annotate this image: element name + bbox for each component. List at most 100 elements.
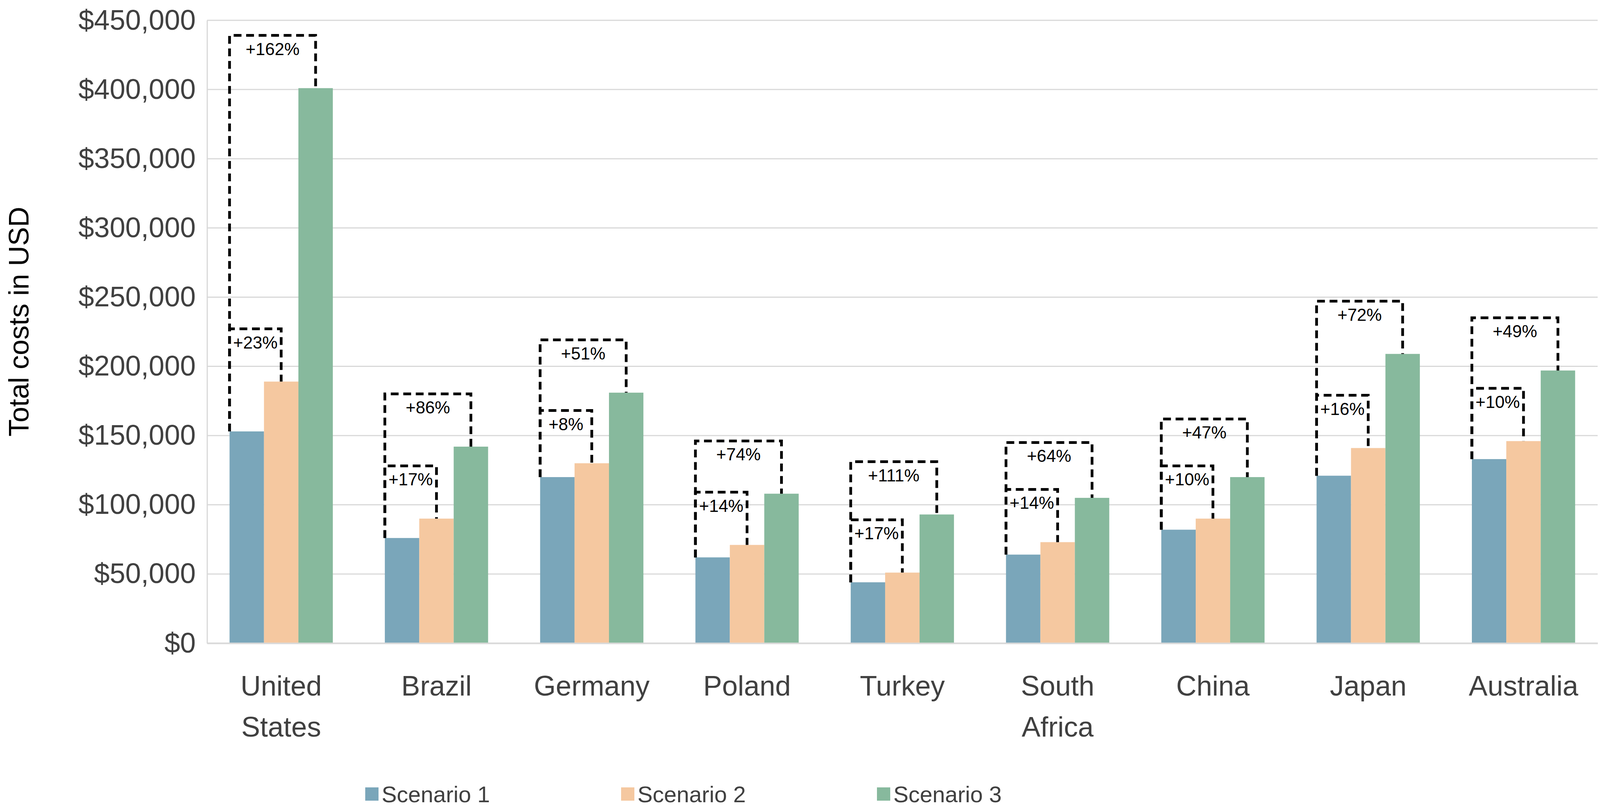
increase-label: +86% xyxy=(405,397,450,417)
bar xyxy=(1540,370,1575,643)
bar-series xyxy=(298,88,1575,643)
x-tick: Poland xyxy=(703,642,791,702)
increase-label: +16% xyxy=(1320,399,1365,419)
y-tick-label: $350,000 xyxy=(78,142,196,174)
bar xyxy=(919,514,954,643)
bar xyxy=(453,446,488,643)
increase-label: +47% xyxy=(1182,422,1227,442)
y-tick: $450,000 xyxy=(78,4,208,36)
y-tick: $350,000 xyxy=(78,142,208,174)
bar xyxy=(298,88,333,643)
x-tick-label: China xyxy=(1176,669,1250,702)
increase-bracket xyxy=(695,440,782,558)
increase-label: +162% xyxy=(245,39,300,59)
bar xyxy=(1075,497,1110,643)
x-tick-label-line: Brazil xyxy=(401,669,472,702)
legend-swatch xyxy=(365,787,379,801)
annotations: +23%+17%+8%+14%+17%+14%+10%+16%+10%+162%… xyxy=(229,35,1559,583)
increase-label: +111% xyxy=(867,465,920,485)
increase-label: +8% xyxy=(548,414,584,434)
bar xyxy=(1471,458,1507,643)
legend: Scenario 1 Scenario 2 Scenario 3 xyxy=(365,781,1002,807)
increase-label: +10% xyxy=(1164,469,1210,489)
y-tick: $50,000 xyxy=(94,557,208,589)
bar xyxy=(695,557,730,643)
x-tick: Brazil xyxy=(401,642,472,702)
y-tick: $150,000 xyxy=(78,419,208,451)
x-tick-label-line: Turkey xyxy=(859,669,945,702)
increase-bracket xyxy=(850,461,937,583)
y-tick-label: $250,000 xyxy=(78,280,196,313)
bar xyxy=(608,392,644,643)
bar xyxy=(229,431,265,643)
increase-bracket xyxy=(540,339,627,477)
bar xyxy=(1351,448,1386,643)
x-tick: Germany xyxy=(533,642,650,702)
bar xyxy=(1230,476,1265,643)
y-tick: $0 xyxy=(164,626,208,659)
y-tick-label: $400,000 xyxy=(78,73,196,105)
bar xyxy=(1161,529,1196,643)
bar xyxy=(764,493,799,643)
legend-swatch xyxy=(876,787,891,801)
x-tick-label-line: States xyxy=(241,710,322,743)
bar xyxy=(540,476,575,643)
grid-line xyxy=(207,89,1598,91)
increase-bracket xyxy=(1161,465,1213,530)
increase-bracket xyxy=(229,328,282,432)
y-axis-line xyxy=(206,20,208,644)
grid-line xyxy=(207,296,1598,298)
x-tick-label: Germany xyxy=(533,669,650,702)
y-tick-label: $450,000 xyxy=(78,4,196,36)
x-axis: UnitedStatesBrazilGermanyPolandTurkeySou… xyxy=(207,642,1599,743)
legend-label: Scenario 3 xyxy=(893,781,1002,807)
bar xyxy=(1385,353,1420,643)
x-tick-label-line: Australia xyxy=(1468,669,1579,702)
y-tick-label: $200,000 xyxy=(78,350,196,382)
x-tick-label: Japan xyxy=(1330,669,1407,702)
x-tick: UnitedStates xyxy=(240,642,322,743)
increase-label: +10% xyxy=(1475,392,1520,412)
bar xyxy=(384,537,420,643)
grid-line xyxy=(207,158,1598,160)
increase-bracket xyxy=(384,465,437,538)
bar xyxy=(1005,554,1041,643)
x-tick-label: Brazil xyxy=(401,669,472,702)
bar xyxy=(729,544,765,643)
x-tick-label-line: China xyxy=(1176,669,1250,702)
increase-label: +49% xyxy=(1492,321,1538,341)
increase-bracket xyxy=(540,410,592,477)
legend-swatch xyxy=(621,787,635,801)
chart: $0$50,000$100,000$150,000$200,000$250,00… xyxy=(0,0,1600,812)
increase-label: +14% xyxy=(698,496,744,516)
bar xyxy=(419,518,454,643)
y-tick-label: $300,000 xyxy=(78,211,196,243)
bar xyxy=(574,463,609,643)
y-tick: $250,000 xyxy=(78,280,208,313)
legend-item: Scenario 1 xyxy=(365,781,490,807)
y-tick-label: $50,000 xyxy=(94,557,196,589)
bar xyxy=(850,582,886,643)
bar-series xyxy=(264,381,1541,643)
increase-bracket xyxy=(695,492,747,558)
x-tick-label: UnitedStates xyxy=(240,669,322,743)
x-tick-label-line: Germany xyxy=(533,669,650,702)
grid-line xyxy=(207,19,1598,22)
y-tick: $400,000 xyxy=(78,73,208,105)
x-axis-line xyxy=(207,642,1599,645)
y-tick-label: $150,000 xyxy=(78,419,196,451)
x-tick-label: Australia xyxy=(1468,669,1579,702)
x-tick-label: Poland xyxy=(703,669,791,702)
legend-item: Scenario 2 xyxy=(621,781,746,807)
x-tick-label-line: Poland xyxy=(703,669,791,702)
x-tick: Japan xyxy=(1330,642,1407,702)
bar-series xyxy=(229,431,1507,643)
increase-bracket xyxy=(1005,489,1058,555)
legend-label: Scenario 1 xyxy=(381,781,490,807)
y-axis: $0$50,000$100,000$150,000$200,000$250,00… xyxy=(78,4,208,659)
increase-bracket xyxy=(384,393,471,538)
bar xyxy=(264,381,299,643)
bar xyxy=(885,572,920,643)
increase-label: +64% xyxy=(1026,446,1072,466)
y-tick: $300,000 xyxy=(78,211,208,243)
